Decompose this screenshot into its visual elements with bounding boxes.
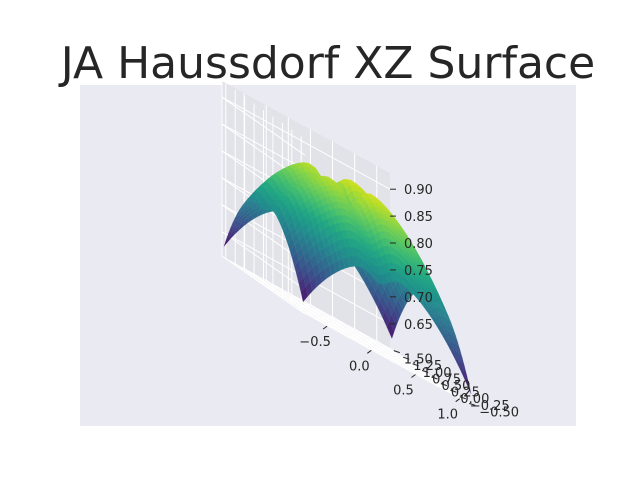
- floor-grid-line-y: [272, 291, 442, 385]
- floor-grid-line-y: [300, 310, 470, 404]
- z-tick-label: 0.75: [404, 264, 433, 279]
- x-tick-label: −0.5: [299, 335, 331, 350]
- y-tick-mark: [431, 376, 438, 380]
- x-tick-label: 0.5: [393, 384, 414, 399]
- floor-grid-line-y: [263, 284, 432, 378]
- x-tick-mark: [322, 325, 328, 330]
- back-wall-grid-line-z: [221, 96, 391, 190]
- x-tick-mark: [411, 374, 416, 378]
- y-tick-label: −0.25: [470, 399, 510, 414]
- x-tick-mark: [366, 349, 372, 354]
- y-tick-label: 1.00: [423, 366, 452, 381]
- floor-grid-line-y: [234, 264, 404, 358]
- y-tick-mark: [469, 402, 476, 406]
- y-tick-mark: [421, 369, 429, 373]
- z-tick-label: 0.85: [404, 210, 433, 225]
- floor-grid-line-y: [244, 271, 413, 365]
- surface-plot: [223, 162, 472, 394]
- left-wall-grid-line-z: [221, 231, 306, 291]
- z-tick-label: 0.70: [404, 291, 433, 306]
- x-tick-mark: [455, 398, 461, 403]
- left-wall-grid-line-z: [221, 96, 306, 156]
- axis-ticks: −0.50.00.51.0 −0.50−0.250.000.250.500.751…: [299, 183, 519, 423]
- z-tick-label: 0.80: [404, 237, 433, 252]
- floor-grid-line-y: [225, 258, 395, 352]
- floor-grid-line-y: [282, 297, 451, 391]
- y-tick-label: 1.25: [413, 359, 442, 374]
- chart-title: JA Haussdorf XZ Surface: [58, 38, 595, 89]
- y-tick-label: 0.50: [442, 379, 471, 394]
- x-tick-label: 1.0: [437, 408, 458, 423]
- y-tick-mark: [403, 356, 410, 360]
- floor-grid-line-y: [291, 304, 461, 398]
- y-tick-mark: [459, 396, 466, 400]
- x-tick-label: 0.0: [349, 359, 370, 374]
- y-tick-label: 0.75: [432, 372, 461, 387]
- floor-grid-line-y: [253, 277, 423, 371]
- y-tick-mark: [450, 389, 457, 393]
- y-tick-label: 0.00: [460, 392, 489, 407]
- z-tick-label: 0.65: [404, 318, 433, 333]
- y-tick-label: 1.50: [404, 353, 433, 368]
- y-tick-mark: [393, 350, 400, 354]
- y-tick-mark: [440, 383, 448, 387]
- surface-patch: [464, 373, 472, 394]
- y-tick-label: −0.50: [479, 405, 519, 420]
- y-tick-label: 0.25: [451, 386, 480, 401]
- z-tick-label: 0.90: [404, 183, 433, 198]
- y-tick-mark: [412, 363, 419, 367]
